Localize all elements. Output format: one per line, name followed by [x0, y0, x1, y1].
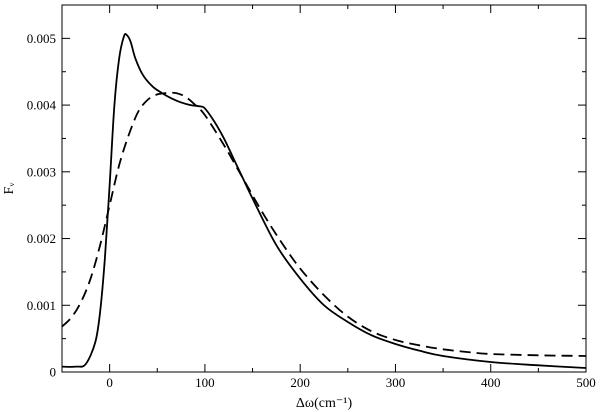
y-axis-label: Fᵥ	[2, 182, 17, 195]
x-axis-label: Δω(cm⁻¹)	[296, 396, 353, 411]
y-tick-label: 0.002	[27, 231, 56, 246]
x-tick-label: 400	[481, 375, 501, 390]
y-tick-label: 0.003	[27, 164, 56, 179]
x-tick-label: 100	[195, 375, 215, 390]
x-tick-label: 300	[386, 375, 406, 390]
series-group	[61, 33, 587, 369]
x-tick-label: 0	[106, 375, 113, 390]
dashed-series-line	[61, 91, 587, 357]
y-axis-ticks: 0 0.001 0.002 0.003 0.004 0.005	[27, 31, 586, 380]
y-tick-label: 0.001	[27, 298, 56, 313]
solid-series-line	[61, 33, 587, 369]
x-tick-label: 200	[290, 375, 310, 390]
plot-frame	[61, 4, 587, 373]
y-tick-label: 0.005	[27, 31, 56, 46]
x-axis-ticks: 0 100 200 300 400 500	[61, 5, 596, 390]
y-tick-label: 0.004	[27, 98, 57, 113]
x-tick-label: 500	[576, 375, 596, 390]
y-tick-label: 0	[50, 365, 57, 380]
